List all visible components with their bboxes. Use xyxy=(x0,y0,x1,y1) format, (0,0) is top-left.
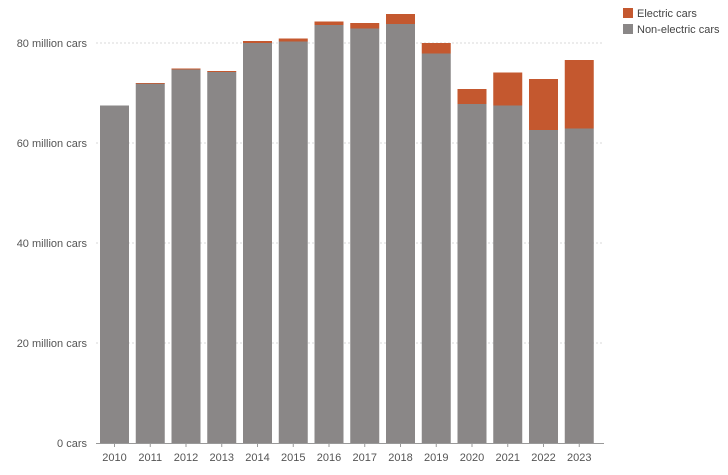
y-tick-label: 80 million cars xyxy=(17,38,88,50)
y-axis-labels: 0 cars 20 million cars 40 million cars 60 m… xyxy=(17,38,88,450)
legend-swatch-electric xyxy=(623,8,633,18)
x-tick-label: 2010 xyxy=(102,452,126,464)
x-tick-label: 2023 xyxy=(567,452,591,464)
bar-non-electric-2014 xyxy=(243,43,272,443)
bar-non-electric-2015 xyxy=(278,41,308,443)
bar-non-electric-2017 xyxy=(350,28,380,443)
y-tick-label: 20 million cars xyxy=(17,338,88,350)
y-tick-label: 40 million cars xyxy=(17,238,88,250)
bar-non-electric-2023 xyxy=(564,128,594,443)
bar-electric-2018 xyxy=(386,14,415,24)
bar-electric-2021 xyxy=(493,72,523,106)
x-tick-label: 2016 xyxy=(317,452,341,464)
bar-electric-2015 xyxy=(278,38,308,42)
bar-non-electric-2016 xyxy=(314,25,344,443)
bar-electric-2013 xyxy=(207,71,237,72)
bar-non-electric-2020 xyxy=(457,104,487,443)
bar-electric-2016 xyxy=(314,21,344,25)
x-tick-label: 2020 xyxy=(460,452,484,464)
legend-label-non-electric: Non-electric cars xyxy=(637,24,720,36)
bar-non-electric-2021 xyxy=(493,105,523,443)
x-tick-label: 2012 xyxy=(174,452,198,464)
bar-non-electric-2019 xyxy=(421,53,451,443)
x-tick-label: 2015 xyxy=(281,452,305,464)
bar-electric-2022 xyxy=(529,79,558,130)
bar-non-electric-2013 xyxy=(207,72,237,443)
bar-non-electric-2018 xyxy=(386,24,415,443)
x-axis-labels: 2010 2011 2012 2013 2014 2015 2016 2017 2018 2019… xyxy=(102,443,591,464)
x-tick-label: 2019 xyxy=(424,452,448,464)
x-tick-label: 2014 xyxy=(245,452,269,464)
x-tick-label: 2013 xyxy=(210,452,234,464)
x-tick-label: 2022 xyxy=(531,452,555,464)
bars xyxy=(100,14,594,443)
bar-non-electric-2012 xyxy=(171,69,201,443)
bar-electric-2020 xyxy=(457,89,487,104)
bar-electric-2017 xyxy=(350,23,380,29)
bar-non-electric-2010 xyxy=(100,105,129,443)
legend-label-electric: Electric cars xyxy=(637,8,697,20)
bar-electric-2019 xyxy=(421,43,451,54)
bar-electric-2014 xyxy=(243,41,272,43)
x-tick-label: 2018 xyxy=(388,452,412,464)
y-tick-label: 0 cars xyxy=(57,438,87,450)
bar-non-electric-2011 xyxy=(135,83,165,443)
bar-electric-2023 xyxy=(564,60,594,129)
y-tick-label: 60 million cars xyxy=(17,138,88,150)
legend-swatch-non-electric xyxy=(623,24,633,34)
legend: Electric cars Non-electric cars xyxy=(623,8,720,36)
bar-electric-2011 xyxy=(135,83,165,84)
x-tick-label: 2021 xyxy=(496,452,520,464)
x-tick-label: 2017 xyxy=(353,452,377,464)
bar-electric-2012 xyxy=(171,68,201,70)
bar-non-electric-2022 xyxy=(529,130,558,443)
x-tick-label: 2011 xyxy=(138,452,162,464)
